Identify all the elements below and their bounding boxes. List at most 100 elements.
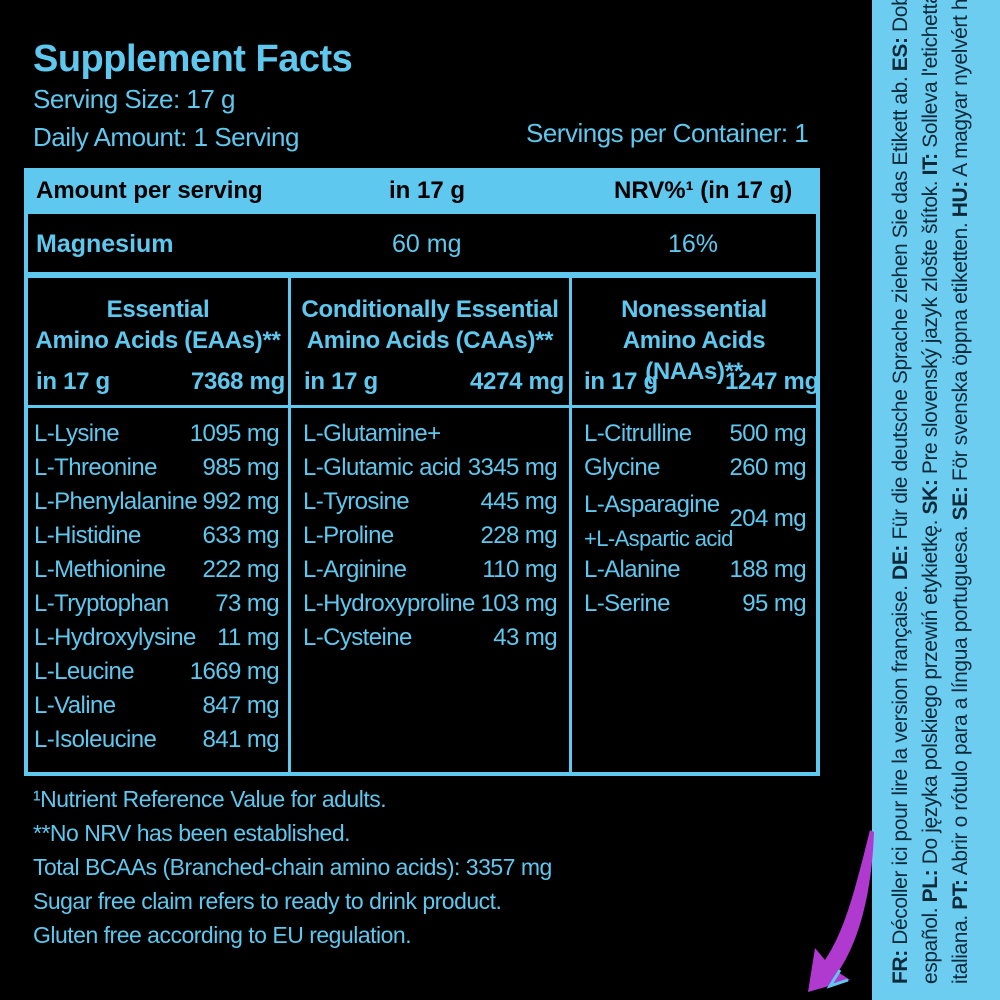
amino-value: 188 mg [729, 556, 807, 583]
list-item: L-Tryptophan 73 mg [34, 590, 280, 624]
magnesium-amount: 60 mg [392, 230, 462, 258]
peel-arrow-icon[interactable] [800, 820, 880, 1000]
amino-value: 204 mg [729, 505, 807, 532]
amino-value: 1669 mg [189, 658, 280, 685]
list-item: L-Glutamine+ [303, 420, 557, 454]
daily-amount: Daily Amount: 1 Serving [33, 122, 299, 152]
language-text: Für die deutsche Sprache ziehen Sie das … [889, 71, 912, 545]
list-item: L-Lysine 1095 mg [34, 420, 280, 454]
language-code-sk: SK: [919, 479, 942, 515]
amino-acid-table: Essential Amino Acids (EAAs)** Condition… [24, 272, 820, 776]
amino-name: L-Citrulline [584, 420, 692, 447]
eaa-title-line1: Essential [106, 296, 210, 323]
naa-title-line2: Amino Acids (NAAs)** [622, 327, 766, 385]
servings-per-container: Servings per Container: 1 [526, 118, 809, 148]
header-nrv: NRV%¹ (in 17 g) [614, 177, 793, 204]
language-instructions: FR: Décoller ici pour lire la version fr… [872, 0, 1000, 1000]
list-item: Glycine 260 mg [584, 454, 807, 488]
language-code-de: DE: [889, 544, 912, 580]
amino-name: L-Alanine [584, 556, 681, 583]
amino-value: 841 mg [202, 726, 280, 753]
eaa-list: L-Lysine 1095 mg L-Threonine 985 mg L-Phen… [34, 420, 280, 760]
naa-column-header: Nonessential Amino Acids (NAAs)** [572, 294, 816, 387]
supplement-facts-panel: Supplement Facts Serving Size: 17 g Dail… [24, 38, 820, 952]
footnote-no-nrv: **No NRV has been established. [33, 820, 351, 846]
footnote-bcaa: Total BCAAs (Branched-chain amino acids)… [33, 854, 552, 880]
list-item: L-Valine 847 mg [34, 692, 280, 726]
header-in-17g: in 17 g [389, 177, 466, 204]
amino-name: L-Proline [303, 522, 394, 549]
language-line-2: español. PL: Do języka polskiego przewiń… [916, 0, 946, 984]
language-line-3: italiana. PT: Abrir o rótulo para a líng… [946, 0, 976, 984]
caa-total-label: in 17 g [304, 368, 378, 395]
language-text: Solleva l'etichetta per scegliere la lin… [919, 0, 942, 153]
amino-value: 228 mg [480, 522, 558, 549]
language-code-pt: PT: [949, 879, 972, 910]
list-item: L-Citrulline 500 mg [584, 420, 807, 454]
language-text: español. [919, 902, 942, 984]
amino-name: L-Isoleucine [34, 726, 157, 753]
amino-value: 633 mg [202, 522, 280, 549]
language-text: Abrir o rótulo para a língua portuguesa. [949, 520, 972, 880]
header-divider [28, 405, 816, 408]
naa-total-value: 1247 mg [725, 368, 819, 395]
amino-value: 95 mg [742, 590, 806, 617]
language-text: För svenska öppna etiketten. [949, 217, 972, 487]
language-code-it: IT: [919, 153, 942, 176]
peel-label-strip[interactable]: FR: Décoller ici pour lire la version fr… [872, 0, 1000, 1000]
amino-value: 1095 mg [189, 420, 280, 447]
amino-name: L-Asparagine +L-Aspartic acid [584, 488, 733, 556]
naa-list: L-Citrulline 500 mg Glycine 260 mg L-Aspar… [584, 420, 807, 624]
amino-name-line1: L-Asparagine [584, 491, 720, 518]
amino-name: L-Lysine [34, 420, 120, 447]
language-text: Do języka polskiego przewiń etykietkę. [919, 514, 942, 870]
amino-value: 847 mg [202, 692, 280, 719]
amino-name: L-Serine [584, 590, 671, 617]
list-item: L-Threonine 985 mg [34, 454, 280, 488]
column-divider [288, 278, 291, 772]
list-item: L-Hydroxyproline 103 mg [303, 590, 558, 624]
list-item: L-Phenylalanine 992 mg [34, 488, 280, 522]
amino-value: 985 mg [202, 454, 280, 481]
amino-name: L-Valine [34, 692, 116, 719]
caa-list: L-Glutamine+ L-Glutamic acid 3345 mg L-Ty… [303, 420, 558, 658]
list-item: L-Glutamic acid 3345 mg [303, 454, 558, 488]
amino-name: L-Phenylalanine [34, 488, 198, 515]
table-border-left [24, 214, 28, 274]
amino-name: L-Threonine [34, 454, 157, 481]
eaa-column-header: Essential Amino Acids (EAAs)** [28, 294, 288, 356]
table-border-right [816, 214, 820, 274]
amino-value: 992 mg [202, 488, 280, 515]
amino-value: 222 mg [202, 556, 280, 583]
amino-name: Glycine [584, 454, 660, 481]
amino-name-line2: +L-Aspartic acid [584, 526, 733, 551]
amino-value: 43 mg [493, 624, 557, 651]
language-text: italiana. [949, 909, 972, 984]
nutrient-header-bar: Amount per serving in 17 g NRV%¹ (in 17 … [24, 168, 820, 214]
caa-title-line1: Conditionally Essential [301, 296, 559, 323]
amino-name: L-Glutamic acid [303, 454, 461, 481]
list-item: L-Tyrosine 445 mg [303, 488, 558, 522]
language-code-es: ES: [889, 37, 912, 72]
language-text: A magyar nyelvért hajtsa fel a címkét! [949, 0, 972, 182]
serving-size: Serving Size: 17 g [33, 84, 236, 114]
language-text: Décoller ici pour lire la version frança… [889, 579, 912, 951]
list-item: L-Serine 95 mg [584, 590, 807, 624]
naa-total-label: in 17 g [584, 368, 658, 395]
list-item: L-Alanine 188 mg [584, 556, 807, 590]
amino-name: L-Glutamine+ [303, 420, 441, 447]
language-code-se: SE: [949, 486, 972, 521]
list-item: L-Cysteine 43 mg [303, 624, 558, 658]
language-text: Doble la etiqueta para el idioma [889, 0, 912, 37]
footnotes: ¹Nutrient Reference Value for adults. **… [33, 782, 552, 952]
eaa-total-value: 7368 mg [191, 368, 285, 395]
language-text: Pre slovenský jazyk zlošte štítok. [919, 175, 942, 480]
footnote-sugar-free: Sugar free claim refers to ready to drin… [33, 888, 502, 914]
language-code-fr: FR: [889, 950, 912, 984]
page-title: Supplement Facts [33, 38, 353, 80]
amino-value: 260 mg [729, 454, 807, 481]
column-divider [569, 278, 572, 772]
footnote-gluten-free: Gluten free according to EU regulation. [33, 922, 412, 948]
amino-name: L-Tryptophan [34, 590, 169, 617]
amino-value: 3345 mg [467, 454, 558, 481]
